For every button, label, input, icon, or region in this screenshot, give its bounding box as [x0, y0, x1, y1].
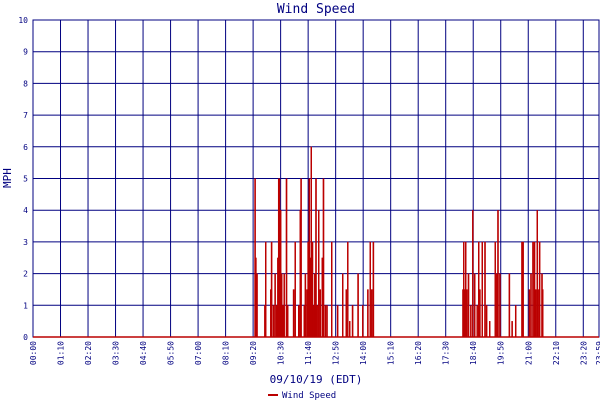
y-tick-label: 2	[23, 270, 28, 279]
x-tick-label: 10:30	[277, 341, 286, 365]
x-tick-label: 05:50	[167, 341, 176, 365]
y-tick-label: 5	[23, 175, 28, 184]
x-tick-label: 18:40	[469, 341, 478, 365]
y-tick-label: 4	[23, 206, 28, 215]
y-tick-label: 6	[23, 143, 28, 152]
x-axis-label: 09/10/19 (EDT)	[270, 373, 363, 386]
y-tick-label: 3	[23, 238, 28, 247]
x-tick-label: 03:30	[112, 341, 121, 365]
y-axis-label: MPH	[1, 168, 14, 188]
series-wind-speed	[33, 146, 599, 338]
legend: Wind Speed	[268, 391, 336, 400]
y-tick-label: 10	[18, 16, 28, 25]
x-tick-label: 22:10	[552, 341, 561, 365]
y-tick-label: 7	[23, 111, 28, 120]
x-tick-label: 01:10	[57, 341, 66, 365]
x-tick-label: 21:00	[524, 341, 533, 365]
x-tick-label: 14:00	[359, 341, 368, 365]
x-tick-label: 08:10	[222, 341, 231, 365]
y-tick-label: 9	[23, 48, 28, 57]
x-tick-label: 09:20	[249, 341, 258, 365]
x-tick-label: 23:59	[595, 341, 600, 365]
x-tick-label: 12:50	[332, 341, 341, 365]
x-tick-labels: 00:00 01:10 02:20 03:30 04:40 05:50 07:00 08:10…	[29, 341, 600, 365]
x-tick-label: 00:00	[29, 341, 38, 365]
x-tick-label: 07:00	[194, 341, 203, 365]
plot-area: 0 1 2 3 4 5 6 7 8 9 10 00:00 01:10 02:20 03:30 04:40 05…	[18, 16, 600, 365]
y-tick-label: 1	[23, 301, 28, 310]
x-tick-label: 11:40	[304, 341, 313, 365]
legend-label: Wind Speed	[282, 391, 336, 400]
chart-title: Wind Speed	[277, 2, 355, 17]
y-tick-labels: 0 1 2 3 4 5 6 7 8 9 10	[18, 16, 28, 342]
x-tick-label: 15:10	[387, 341, 396, 365]
x-tick-label: 23:20	[579, 341, 588, 365]
x-tick-label: 19:50	[497, 341, 506, 365]
y-tick-label: 8	[23, 79, 28, 88]
x-tick-label: 17:30	[442, 341, 451, 365]
y-tick-label: 0	[23, 333, 28, 342]
x-tick-label: 02:20	[84, 341, 93, 365]
x-tick-label: 04:40	[139, 341, 148, 365]
x-tick-label: 16:20	[414, 341, 423, 365]
